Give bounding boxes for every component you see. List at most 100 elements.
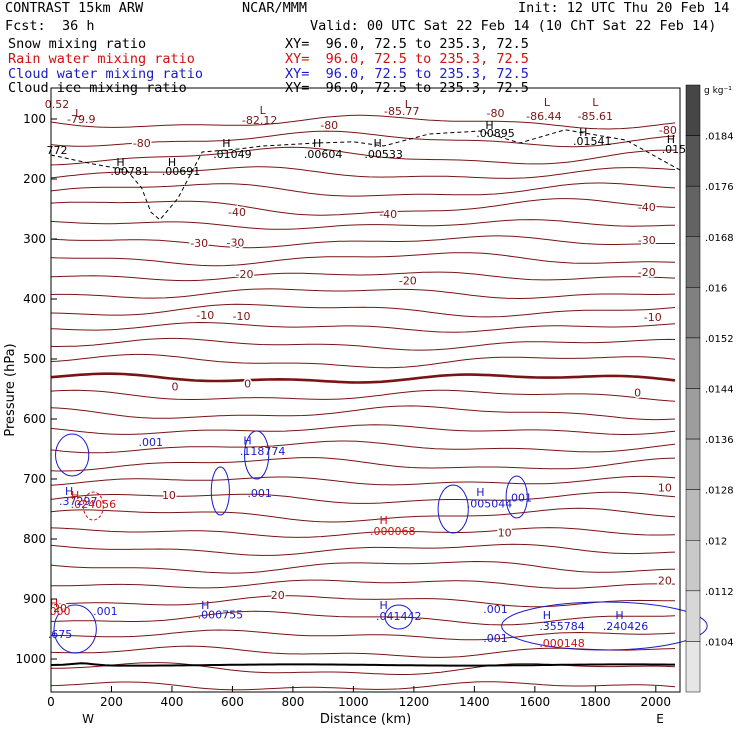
legend-rain-xy: XY= 96.0, 72.5 to 235.3, 72.5: [285, 51, 529, 67]
y-tick-label: 300: [23, 232, 46, 246]
extremum-label: .00691: [162, 165, 201, 178]
west-label: W: [82, 712, 94, 726]
isotherm: [50, 527, 676, 538]
plot-frame: [50, 87, 681, 693]
cloud-water-contour: [501, 601, 708, 651]
extremum-label: .000148: [539, 637, 585, 650]
x-tick-label: 200: [100, 695, 123, 709]
extremum-label: H: [543, 609, 551, 622]
isotherm: [50, 457, 676, 472]
extremum-label: .000755: [198, 609, 244, 622]
legend-cloudice-xy: XY= 96.0, 72.5 to 235.3, 72.5: [285, 80, 529, 96]
isotherm: [50, 389, 676, 402]
isotherm: [50, 130, 676, 148]
valid-time: Valid: 00 UTC Sat 22 Feb 14 (10 ChT Sat …: [310, 18, 717, 34]
extremum-label: -86.44: [526, 110, 561, 123]
colorbar-segment: [685, 590, 701, 642]
isotherm: [50, 288, 676, 300]
isotherm-label: -10: [644, 311, 662, 324]
extremum-label: H: [313, 137, 321, 150]
extremum-label: .001: [483, 603, 508, 616]
extremum-label: 772: [47, 144, 68, 157]
zero-isotherm: [50, 372, 676, 384]
isotherm-label: 0: [244, 378, 251, 391]
colorbar-segment: [685, 337, 701, 389]
colorbar-segment: [685, 84, 701, 136]
x-tick-label: 800: [281, 695, 304, 709]
isotherm: [50, 219, 676, 230]
extremum-label: H: [50, 597, 58, 610]
colorbar-segment: [685, 236, 701, 288]
isotherm: [51, 579, 676, 589]
x-tick-label: 2000: [641, 695, 672, 709]
colorbar-tick-label: .0136: [705, 435, 734, 446]
isotherm: [50, 337, 676, 351]
colorbar-segment: [685, 641, 701, 693]
rain-contour: [82, 491, 104, 521]
east-label: E: [656, 712, 664, 726]
extremum-label: H: [201, 599, 209, 612]
extremum-label: .005044: [467, 498, 513, 511]
colorbar-tick-label: .0144: [705, 385, 734, 396]
extremum-label: .041442: [376, 610, 422, 623]
contour-labels: -80 -80 -80 -80 -40 -40 -40 -30 -30 -30 -20 -20 -20 -…: [45, 96, 686, 650]
isotherm-label: 20: [271, 589, 285, 602]
isotherm: [50, 146, 675, 166]
extremum-label: .001: [139, 436, 164, 449]
isotherm: [50, 303, 676, 318]
y-tick-label: 700: [23, 472, 46, 486]
isotherm: [50, 198, 676, 216]
isotherm-label: -20: [638, 266, 656, 279]
extremum-label: -79.9: [67, 113, 95, 126]
legend-cloudwater-label: Cloud water mixing ratio: [8, 66, 204, 82]
y-tick-label: 200: [23, 172, 46, 186]
isotherm-label: 20: [53, 602, 67, 615]
y-tick-label: 500: [23, 352, 46, 366]
extremum-label: 0.52: [45, 98, 70, 111]
extremum-label: .001: [507, 492, 532, 505]
isotherm: [50, 424, 676, 435]
extremum-label: H: [222, 137, 230, 150]
isotherm: [50, 166, 676, 179]
y-tick-label: 400: [23, 292, 46, 306]
isotherm-label: 0: [171, 381, 178, 394]
snow-contour: [50, 129, 681, 221]
isotherm-label: 0: [634, 387, 641, 400]
isotherm-label: -10: [196, 309, 214, 322]
isotherm-label: 20: [658, 574, 672, 587]
colorbar-segment: [685, 489, 701, 541]
colorbar-segment: [685, 438, 701, 490]
isotherm-label: -40: [379, 208, 397, 221]
isotherm-label: -40: [638, 201, 656, 214]
isotherm: [50, 475, 676, 486]
cloud-water-contour: [244, 430, 270, 480]
extremum-label: .001: [93, 605, 118, 618]
center-label: NCAR/MMM: [242, 0, 308, 16]
colorbar-tick-label: .016: [705, 283, 727, 294]
extremum-label: -85.77: [384, 105, 419, 118]
extremum-label: H: [615, 609, 623, 622]
extremum-label: L: [544, 96, 551, 109]
extremum-label: H: [65, 485, 73, 498]
colorbar-units: g kg⁻¹: [704, 86, 732, 96]
isotherm: [50, 560, 676, 574]
isotherm-label: -80: [133, 137, 151, 150]
isotherm-label: -30: [190, 237, 208, 250]
isotherm: [50, 235, 675, 249]
terrain-line: [50, 662, 675, 667]
extremum-label: .01541: [573, 135, 612, 148]
extremum-label: H: [168, 156, 176, 169]
x-tick-label: 1000: [338, 695, 369, 709]
isotherm: [50, 507, 676, 523]
x-tick-label: 0: [47, 695, 55, 709]
extremum-label: -85.61: [578, 110, 613, 123]
extremum-label: H: [579, 126, 587, 139]
extremum-label: .015: [662, 143, 687, 156]
extremum-label: H: [243, 435, 251, 448]
colorbar-tick-label: .0168: [705, 233, 734, 244]
colorbar-segment: [685, 185, 701, 238]
isotherm: [50, 353, 676, 369]
isotherm-label: -30: [638, 234, 656, 247]
colorbar-tick-label: .0104: [705, 637, 734, 648]
colorbar-tick-label: .0112: [705, 587, 734, 598]
